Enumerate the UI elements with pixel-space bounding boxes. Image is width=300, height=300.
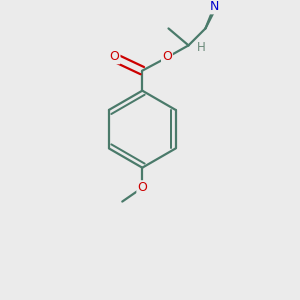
Text: O: O bbox=[110, 50, 119, 63]
Text: O: O bbox=[137, 181, 147, 194]
Text: O: O bbox=[162, 50, 172, 63]
Text: N: N bbox=[209, 0, 219, 14]
Text: H: H bbox=[196, 41, 205, 54]
